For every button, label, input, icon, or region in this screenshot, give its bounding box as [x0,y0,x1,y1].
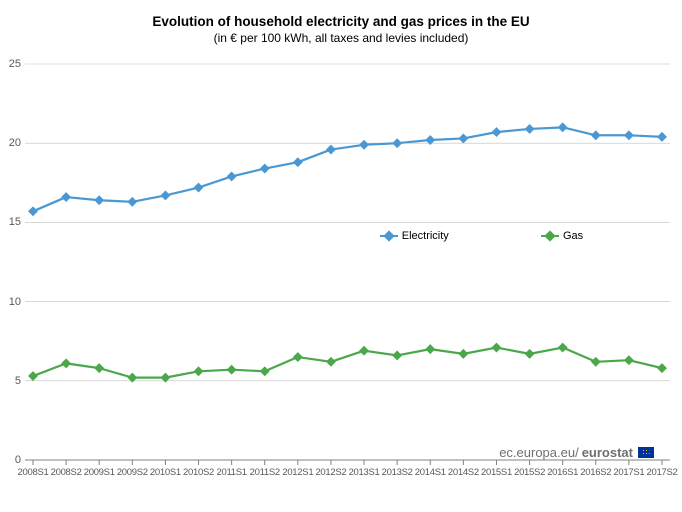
legend-swatch-icon [380,232,398,240]
x-tick-label: 2015S1 [481,467,512,478]
x-tick-label: 2010S2 [183,467,214,478]
legend-item-electricity: Electricity [380,230,449,242]
legend-label: Gas [563,230,583,242]
x-tick-label: 2016S1 [547,467,578,478]
chart-title: Evolution of household electricity and g… [0,14,682,29]
y-tick-label: 0 [0,454,21,466]
x-tick-label: 2013S2 [382,467,413,478]
x-tick-label: 2015S2 [514,467,545,478]
y-tick-label: 25 [0,58,21,70]
x-tick-label: 2009S1 [84,467,115,478]
legend-item-gas: Gas [541,230,583,242]
chart-container: Evolution of household electricity and g… [0,0,682,512]
x-tick-label: 2017S2 [647,467,678,478]
x-tick-label: 2014S2 [448,467,479,478]
x-tick-label: 2017S1 [613,467,644,478]
x-tick-label: 2009S2 [117,467,148,478]
x-tick-label: 2016S2 [580,467,611,478]
plot-area [25,64,670,460]
y-tick-label: 10 [0,296,21,308]
x-tick-label: 2011S1 [217,467,247,478]
eu-flag-icon [638,447,654,458]
y-tick-label: 20 [0,137,21,149]
x-tick-label: 2010S1 [150,467,181,478]
y-tick-label: 5 [0,375,21,387]
plot-svg [25,64,670,460]
attribution-prefix: ec.europa.eu/ [499,445,579,460]
legend-swatch-icon [541,232,559,240]
x-tick-label: 2012S2 [315,467,346,478]
y-tick-label: 15 [0,216,21,228]
x-tick-label: 2013S1 [349,467,380,478]
x-tick-label: 2008S2 [51,467,82,478]
x-tick-label: 2012S1 [282,467,313,478]
x-tick-label: 2008S1 [18,467,49,478]
legend-label: Electricity [402,230,449,242]
attribution-bold: eurostat [582,445,633,460]
title-block: Evolution of household electricity and g… [0,14,682,45]
attribution: ec.europa.eu/eurostat [499,445,654,460]
x-tick-label: 2011S2 [250,467,280,478]
chart-subtitle: (in € per 100 kWh, all taxes and levies … [0,31,682,45]
x-tick-label: 2014S1 [415,467,446,478]
